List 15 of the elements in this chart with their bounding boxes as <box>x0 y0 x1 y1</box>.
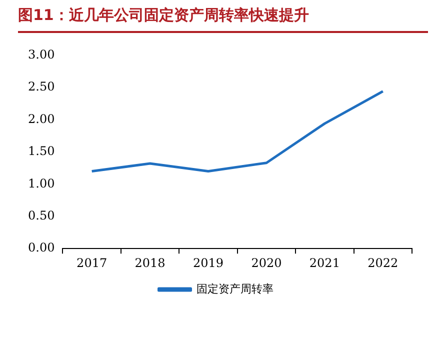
x-tick-label: 2021 <box>309 256 340 270</box>
y-tick-label: 2.50 <box>28 80 55 94</box>
chart-title: 图11：近几年公司固定资产周转率快速提升 <box>18 6 309 25</box>
x-tick-label: 2019 <box>192 256 224 270</box>
y-tick-label: 3.00 <box>28 47 55 62</box>
x-tick-label: 2018 <box>134 256 166 270</box>
y-tick-label: 1.00 <box>28 176 55 190</box>
y-tick-label: 1.50 <box>28 144 55 158</box>
y-tick-label: 0.50 <box>28 208 55 222</box>
x-tick-label: 2022 <box>368 256 398 270</box>
y-tick-label: 2.00 <box>28 112 55 126</box>
y-tick-label: 0.00 <box>28 240 55 255</box>
x-tick-label: 2017 <box>76 256 108 270</box>
legend-label: 固定资产周转率 <box>196 282 274 296</box>
x-tick-label: 2020 <box>251 256 282 270</box>
